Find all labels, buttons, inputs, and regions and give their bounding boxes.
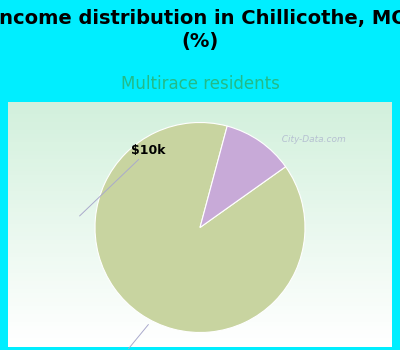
Bar <box>8 208 392 212</box>
Bar <box>8 179 392 183</box>
Text: $20k: $20k <box>104 324 148 350</box>
Bar <box>8 102 392 106</box>
Bar <box>8 199 392 204</box>
Bar <box>8 232 392 236</box>
Text: City-Data.com: City-Data.com <box>276 135 346 144</box>
Bar <box>8 175 392 179</box>
Bar <box>8 240 392 244</box>
Bar <box>8 281 392 285</box>
Bar <box>8 273 392 277</box>
Bar <box>8 326 392 330</box>
Bar <box>8 314 392 318</box>
Bar <box>8 224 392 228</box>
Text: $10k: $10k <box>80 144 166 216</box>
Bar <box>8 212 392 216</box>
Bar <box>8 253 392 257</box>
Bar <box>8 183 392 187</box>
Bar <box>8 318 392 322</box>
Bar <box>8 306 392 310</box>
Bar <box>8 342 392 346</box>
Bar <box>8 285 392 289</box>
Bar <box>8 216 392 220</box>
Bar <box>8 261 392 265</box>
Bar <box>8 204 392 208</box>
Bar <box>8 277 392 281</box>
Bar <box>8 298 392 302</box>
Bar <box>8 106 392 110</box>
Bar <box>8 257 392 261</box>
Bar <box>8 163 392 167</box>
Text: Multirace residents: Multirace residents <box>120 75 280 93</box>
Bar <box>8 126 392 130</box>
Bar <box>8 110 392 114</box>
Text: Income distribution in Chillicothe, MO
(%): Income distribution in Chillicothe, MO (… <box>0 9 400 51</box>
Bar <box>8 293 392 298</box>
Bar <box>8 338 392 342</box>
Bar <box>8 330 392 334</box>
Bar <box>8 248 392 253</box>
Bar <box>8 167 392 171</box>
Bar <box>8 322 392 326</box>
Bar <box>8 134 392 138</box>
Bar <box>8 302 392 306</box>
Bar <box>8 187 392 191</box>
Bar <box>8 118 392 122</box>
Bar <box>8 236 392 240</box>
Bar <box>8 159 392 163</box>
Bar <box>8 142 392 146</box>
Bar <box>8 191 392 195</box>
Bar <box>8 310 392 314</box>
Bar <box>8 220 392 224</box>
Bar <box>8 138 392 142</box>
Bar <box>8 265 392 269</box>
Bar <box>8 228 392 232</box>
Wedge shape <box>95 122 305 332</box>
Wedge shape <box>200 126 286 228</box>
Bar <box>8 195 392 199</box>
Bar <box>8 146 392 150</box>
Bar <box>8 334 392 338</box>
Bar <box>8 130 392 134</box>
Bar <box>8 155 392 159</box>
Bar <box>8 289 392 293</box>
Bar <box>8 244 392 248</box>
Bar <box>8 171 392 175</box>
Bar <box>8 269 392 273</box>
Bar <box>8 150 392 155</box>
Bar <box>8 122 392 126</box>
Bar <box>8 114 392 118</box>
